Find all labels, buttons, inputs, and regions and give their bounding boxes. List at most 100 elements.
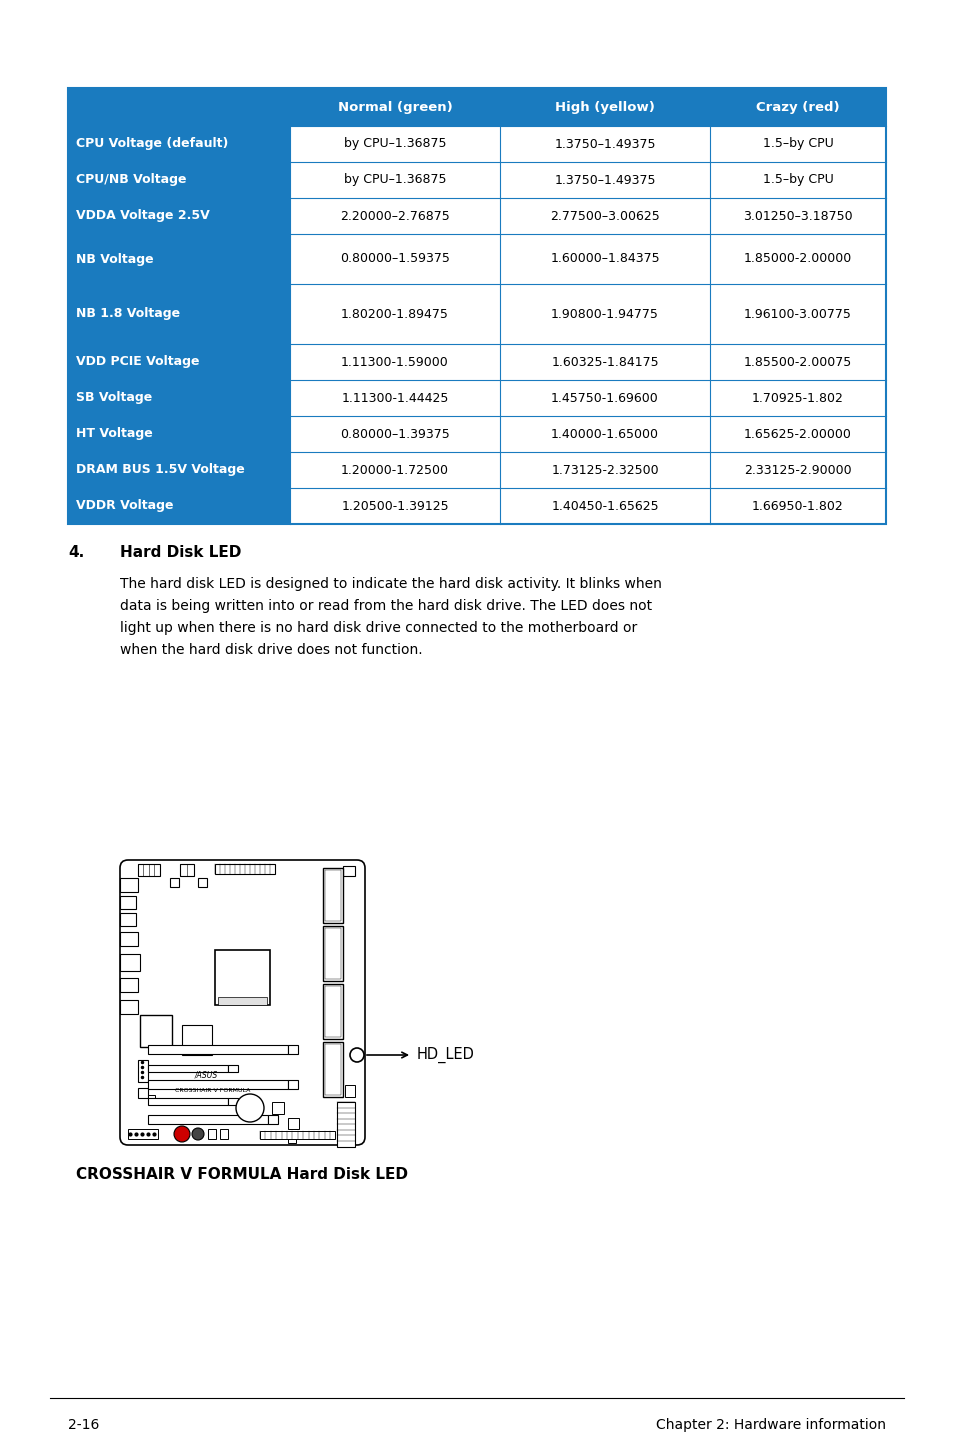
Text: 1.11300-1.59000: 1.11300-1.59000 xyxy=(341,355,449,368)
Text: 1.85000-2.00000: 1.85000-2.00000 xyxy=(743,253,851,266)
Text: light up when there is no hard disk drive connected to the motherboard or: light up when there is no hard disk driv… xyxy=(120,621,637,636)
Text: 0.80000–1.39375: 0.80000–1.39375 xyxy=(340,427,450,440)
Bar xyxy=(290,452,499,487)
Text: 2.77500–3.00625: 2.77500–3.00625 xyxy=(550,210,659,223)
Bar xyxy=(208,1129,215,1139)
Text: 1.70925-1.802: 1.70925-1.802 xyxy=(751,391,843,404)
Bar xyxy=(120,953,140,971)
Bar xyxy=(709,162,885,198)
Text: 0.80000–1.59375: 0.80000–1.59375 xyxy=(339,253,450,266)
Bar xyxy=(68,198,290,234)
Text: 2-16: 2-16 xyxy=(68,1418,99,1432)
Bar xyxy=(325,870,340,920)
Bar xyxy=(709,127,885,162)
Text: Hard Disk LED: Hard Disk LED xyxy=(120,545,241,559)
Bar xyxy=(709,452,885,487)
Text: 1.85500-2.00075: 1.85500-2.00075 xyxy=(743,355,851,368)
Bar xyxy=(120,896,136,909)
Text: 1.20500-1.39125: 1.20500-1.39125 xyxy=(341,499,448,512)
Bar xyxy=(68,162,290,198)
Text: VDD PCIE Voltage: VDD PCIE Voltage xyxy=(76,355,199,368)
Text: Normal (green): Normal (green) xyxy=(337,101,452,114)
Text: by CPU–1.36875: by CPU–1.36875 xyxy=(343,174,446,187)
Bar xyxy=(68,416,290,452)
Bar xyxy=(709,344,885,380)
Bar xyxy=(343,866,355,876)
Text: 1.20000-1.72500: 1.20000-1.72500 xyxy=(340,463,449,476)
Circle shape xyxy=(173,1126,190,1142)
Text: 3.01250–3.18750: 3.01250–3.18750 xyxy=(742,210,852,223)
Text: Crazy (red): Crazy (red) xyxy=(756,101,839,114)
Text: 2.20000–2.76875: 2.20000–2.76875 xyxy=(340,210,450,223)
Bar xyxy=(68,88,885,523)
Bar xyxy=(709,487,885,523)
Bar xyxy=(325,928,340,979)
Bar xyxy=(120,932,138,946)
Text: 1.40000-1.65000: 1.40000-1.65000 xyxy=(551,427,659,440)
Bar xyxy=(170,879,179,887)
Text: DRAM BUS 1.5V Voltage: DRAM BUS 1.5V Voltage xyxy=(76,463,245,476)
FancyBboxPatch shape xyxy=(120,860,365,1145)
Bar xyxy=(182,1025,212,1055)
Bar xyxy=(68,452,290,487)
Bar xyxy=(218,997,267,1005)
Bar xyxy=(288,1080,297,1089)
Bar xyxy=(290,380,499,416)
Text: NB 1.8 Voltage: NB 1.8 Voltage xyxy=(76,308,180,321)
Bar xyxy=(709,283,885,344)
Bar xyxy=(68,380,290,416)
Text: 1.96100-3.00775: 1.96100-3.00775 xyxy=(743,308,851,321)
Bar xyxy=(268,1114,277,1125)
Bar xyxy=(499,162,709,198)
Text: when the hard disk drive does not function.: when the hard disk drive does not functi… xyxy=(120,643,422,657)
Text: 1.45750-1.69600: 1.45750-1.69600 xyxy=(551,391,659,404)
Bar xyxy=(148,1045,288,1054)
Text: 1.40450-1.65625: 1.40450-1.65625 xyxy=(551,499,659,512)
Bar xyxy=(499,344,709,380)
Text: 1.65625-2.00000: 1.65625-2.00000 xyxy=(743,427,851,440)
Text: HT Voltage: HT Voltage xyxy=(76,427,152,440)
Bar xyxy=(290,234,499,283)
Text: 1.5–by CPU: 1.5–by CPU xyxy=(761,138,833,151)
Text: The hard disk LED is designed to indicate the hard disk activity. It blinks when: The hard disk LED is designed to indicat… xyxy=(120,577,661,591)
Circle shape xyxy=(350,1048,364,1063)
Text: 1.80200-1.89475: 1.80200-1.89475 xyxy=(341,308,449,321)
Bar xyxy=(148,1099,228,1104)
Bar xyxy=(290,487,499,523)
Text: VDDA Voltage 2.5V: VDDA Voltage 2.5V xyxy=(76,210,210,223)
Bar xyxy=(140,1015,172,1047)
Text: SB Voltage: SB Voltage xyxy=(76,391,152,404)
Bar xyxy=(138,1089,148,1099)
Text: 4.: 4. xyxy=(68,545,84,559)
Text: 1.73125-2.32500: 1.73125-2.32500 xyxy=(551,463,659,476)
Circle shape xyxy=(235,1094,264,1122)
Bar xyxy=(68,283,290,344)
Text: 1.3750–1.49375: 1.3750–1.49375 xyxy=(554,174,655,187)
Bar xyxy=(214,951,270,1005)
Bar xyxy=(68,127,290,162)
Text: 1.90800-1.94775: 1.90800-1.94775 xyxy=(551,308,659,321)
Bar xyxy=(499,452,709,487)
Text: High (yellow): High (yellow) xyxy=(555,101,655,114)
Text: 1.66950-1.802: 1.66950-1.802 xyxy=(751,499,843,512)
Bar xyxy=(499,198,709,234)
Bar xyxy=(288,1135,295,1143)
Bar xyxy=(709,380,885,416)
Bar xyxy=(120,978,138,992)
Bar xyxy=(128,1129,158,1139)
Text: /ASUS: /ASUS xyxy=(194,1070,218,1080)
Bar xyxy=(214,864,274,874)
Text: 1.11300-1.44425: 1.11300-1.44425 xyxy=(341,391,448,404)
Bar xyxy=(709,416,885,452)
Bar xyxy=(323,984,343,1040)
Bar xyxy=(290,344,499,380)
Bar xyxy=(323,926,343,981)
Bar xyxy=(68,487,290,523)
Text: Chapter 2: Hardware information: Chapter 2: Hardware information xyxy=(656,1418,885,1432)
Bar xyxy=(709,198,885,234)
Text: 2.33125-2.90000: 2.33125-2.90000 xyxy=(743,463,851,476)
Bar xyxy=(290,127,499,162)
Bar xyxy=(220,1129,228,1139)
Text: 1.5–by CPU: 1.5–by CPU xyxy=(761,174,833,187)
Bar xyxy=(345,1086,355,1097)
